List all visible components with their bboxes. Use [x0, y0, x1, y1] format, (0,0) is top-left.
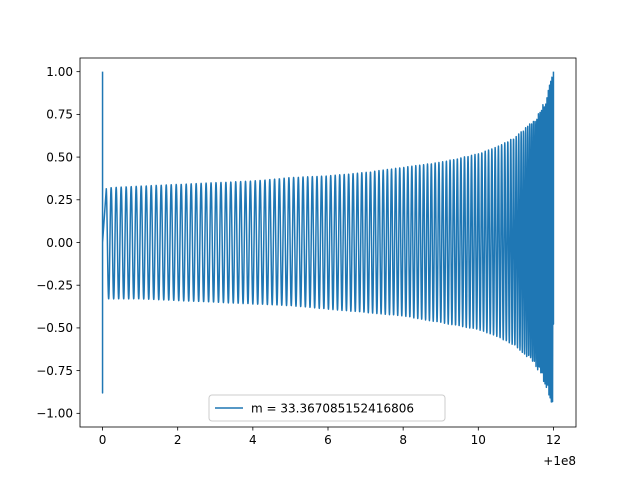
x-tick-label: 10: [471, 433, 486, 447]
y-tick-label: −0.50: [36, 321, 73, 335]
x-tick-label: 4: [249, 433, 257, 447]
y-tick-label: 0.25: [46, 193, 73, 207]
y-tick-label: 0.75: [46, 108, 73, 122]
x-tick-label: 2: [174, 433, 182, 447]
y-tick-label: −0.25: [36, 279, 73, 293]
x-tick-label: 8: [399, 433, 407, 447]
y-tick-label: −0.75: [36, 364, 73, 378]
x-tick-label: 0: [99, 433, 107, 447]
legend-label: m = 33.367085152416806: [251, 402, 414, 416]
y-tick-label: 0.00: [46, 236, 73, 250]
ticks-layer: 0 2 4 6 8 10 12 1.00 0.75 0.50 0.25 0.00 −0.25 −0.50 −…: [36, 65, 561, 447]
series-line: [101, 71, 555, 403]
y-tick-label: 0.50: [46, 150, 73, 164]
x-offset-label: +1e8: [543, 454, 576, 468]
legend: m = 33.367085152416806: [208, 394, 446, 422]
x-tick-label: 6: [324, 433, 332, 447]
series-layer: [101, 71, 555, 403]
y-tick-label: 1.00: [46, 65, 73, 79]
x-tick-label: 12: [546, 433, 561, 447]
y-tick-label: −1.00: [36, 407, 73, 421]
legend-box: [208, 394, 446, 422]
